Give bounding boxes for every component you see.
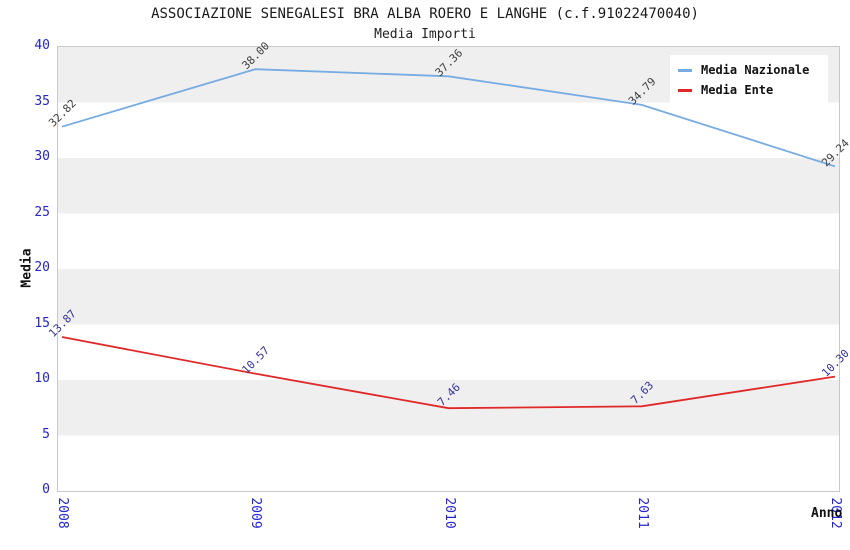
data-label: 38.00 [239, 39, 272, 72]
data-label: 10.57 [239, 344, 272, 377]
y-tick-label: 30 [34, 149, 50, 164]
legend-swatch-media-nazionale [678, 68, 692, 72]
data-label: 7.63 [628, 379, 656, 407]
x-tick-label: 2010 [441, 497, 457, 529]
y-tick-label: 0 [42, 482, 50, 497]
data-label: 29.24 [819, 136, 850, 169]
y-axis-title: Media [19, 248, 35, 288]
data-label: 32.82 [46, 97, 79, 130]
chart-subtitle: Media Importi [374, 27, 476, 42]
data-label: 7.46 [435, 381, 463, 409]
plot-area: 32.82 38.00 37.36 34.79 29.24 13.87 10.57 7.46 7… [46, 39, 850, 492]
y-tick-label: 5 [42, 426, 50, 442]
y-tick-label: 25 [34, 204, 50, 220]
x-axis-title: Anno [811, 506, 843, 521]
chart-title: ASSOCIAZIONE SENEGALESI BRA ALBA ROERO E… [151, 6, 699, 22]
y-tick-label: 40 [34, 38, 50, 53]
data-label: 10.30 [819, 347, 850, 380]
x-tick-label: 2011 [634, 497, 650, 529]
series-plot: 32.82 38.00 37.36 34.79 29.24 13.87 10.57 7.46 7… [46, 39, 850, 410]
data-label: 13.87 [46, 307, 79, 340]
legend: Media Nazionale Media Ente [670, 55, 828, 105]
y-tick-label: 35 [34, 93, 50, 109]
series-line [61, 336, 836, 410]
y-tick-label: 20 [34, 260, 50, 275]
legend-label: Media Ente [701, 83, 774, 97]
x-tick-label: 2009 [248, 497, 264, 529]
y-tick-label: 15 [34, 315, 50, 331]
data-label: 37.36 [433, 47, 466, 80]
legend-label: Media Nazionale [701, 63, 810, 77]
y-tick-label: 10 [34, 371, 50, 386]
legend-swatch-media-ente [678, 88, 692, 92]
legend-item-media-nazionale: Media Nazionale [678, 60, 820, 80]
series-line [61, 68, 836, 168]
data-label: 34.79 [626, 75, 659, 108]
legend-item-media-ente: Media Ente [678, 80, 820, 100]
x-tick-label: 2008 [55, 497, 70, 529]
